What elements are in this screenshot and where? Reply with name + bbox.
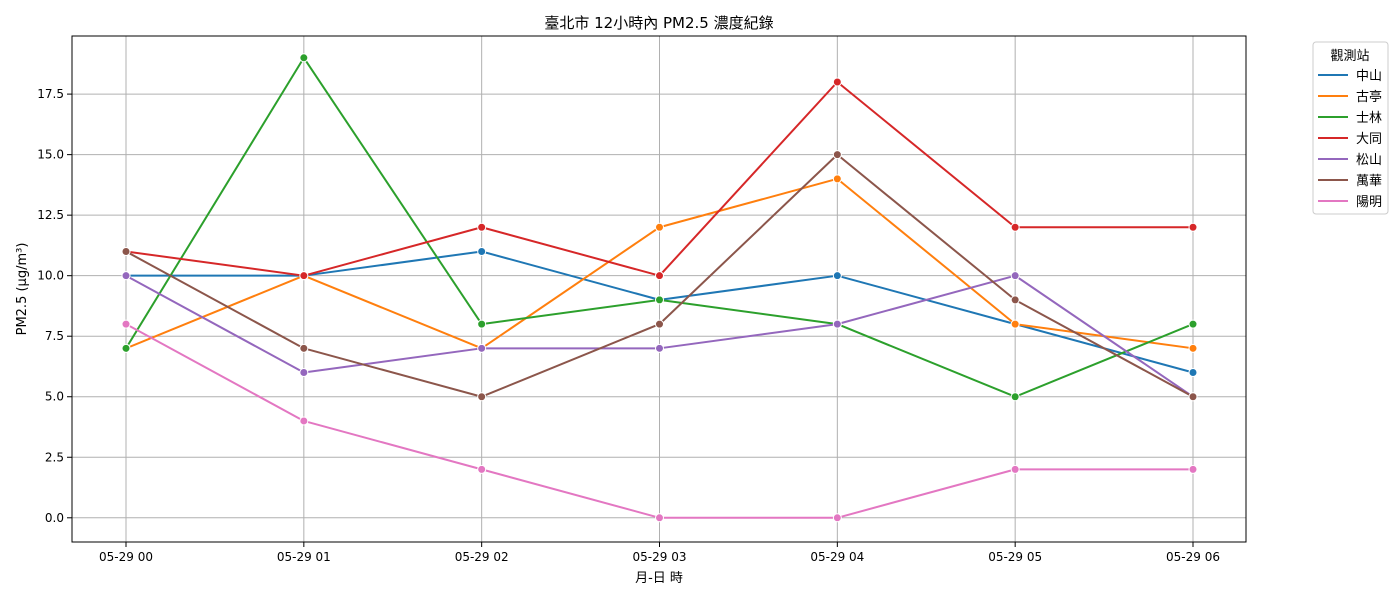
data-point <box>1010 295 1020 305</box>
y-tick-label: 12.5 <box>37 208 64 222</box>
y-axis-title: PM2.5 (μg/m³) <box>15 243 30 336</box>
legend-title: 觀測站 <box>1330 49 1369 64</box>
x-tick-label: 05-29 03 <box>633 550 687 564</box>
data-point <box>655 513 664 523</box>
y-tick-label: 10.0 <box>37 269 64 283</box>
legend-box <box>1312 41 1389 215</box>
y-tick-label: 7.5 <box>45 329 64 343</box>
data-point <box>1188 222 1198 232</box>
data-point <box>121 246 131 256</box>
data-point <box>832 150 842 160</box>
data-point <box>477 464 487 474</box>
y-tick-label: 2.5 <box>45 450 64 464</box>
x-tick-label: 05-29 06 <box>1166 550 1220 564</box>
data-point <box>1188 464 1198 474</box>
data-point <box>1010 271 1020 281</box>
data-point <box>1010 392 1020 402</box>
y-tick-label: 0.0 <box>45 511 64 525</box>
legend-label: 萬華 <box>1356 174 1382 189</box>
x-tick-label: 05-29 00 <box>99 550 153 564</box>
data-point <box>121 319 131 329</box>
x-tick-label: 05-29 02 <box>455 550 509 564</box>
data-point <box>832 271 842 281</box>
data-point <box>832 513 842 523</box>
legend-label: 陽明 <box>1356 195 1382 210</box>
data-point <box>832 77 842 87</box>
data-point <box>299 53 309 63</box>
data-point <box>832 319 842 329</box>
x-tick-label: 05-29 01 <box>277 550 331 564</box>
y-tick-label: 5.0 <box>45 390 64 404</box>
legend-label: 松山 <box>1356 153 1382 168</box>
data-point <box>1188 319 1198 329</box>
legend-label: 中山 <box>1356 69 1382 84</box>
data-point <box>655 343 664 353</box>
x-tick-label: 05-29 05 <box>988 550 1042 564</box>
data-point <box>477 392 487 402</box>
data-point <box>477 222 487 232</box>
legend-label: 士林 <box>1356 111 1382 126</box>
legend-label: 大同 <box>1356 132 1382 147</box>
legend-label: 古亭 <box>1356 89 1382 105</box>
x-axis-ticks: 05-29 00 05-29 01 05-29 02 05-29 03 05-29 04… <box>99 542 1220 564</box>
data-point <box>655 271 664 281</box>
data-point <box>655 319 664 329</box>
y-tick-label: 17.5 <box>37 87 64 101</box>
series-萬華 <box>121 150 1198 402</box>
x-tick-label: 05-29 04 <box>810 550 864 564</box>
chart-title: 臺北市 12小時內 PM2.5 濃度紀錄 <box>544 14 773 32</box>
data-point <box>477 319 487 329</box>
data-point <box>1010 222 1020 232</box>
data-point <box>299 368 309 378</box>
data-point <box>1188 343 1198 353</box>
data-point <box>299 271 309 281</box>
data-point <box>121 271 131 281</box>
x-axis-title: 月-日 時 <box>635 571 683 586</box>
data-point <box>1010 464 1020 474</box>
data-point <box>477 343 487 353</box>
y-axis-ticks: 0.0 2.5 5.0 7.5 10.0 12.5 15.0 17.5 <box>37 87 72 525</box>
data-point <box>655 295 664 305</box>
data-point <box>655 222 664 232</box>
data-point <box>477 246 487 256</box>
data-point <box>1188 392 1198 402</box>
data-point <box>299 416 309 426</box>
series-lines <box>121 53 1198 523</box>
y-tick-label: 15.0 <box>37 148 64 162</box>
grid <box>72 36 1246 542</box>
data-point <box>1010 319 1020 329</box>
series-陽明 <box>121 319 1198 523</box>
data-point <box>121 343 131 353</box>
data-point <box>299 343 309 353</box>
data-point <box>832 174 842 184</box>
data-point <box>1188 368 1198 378</box>
